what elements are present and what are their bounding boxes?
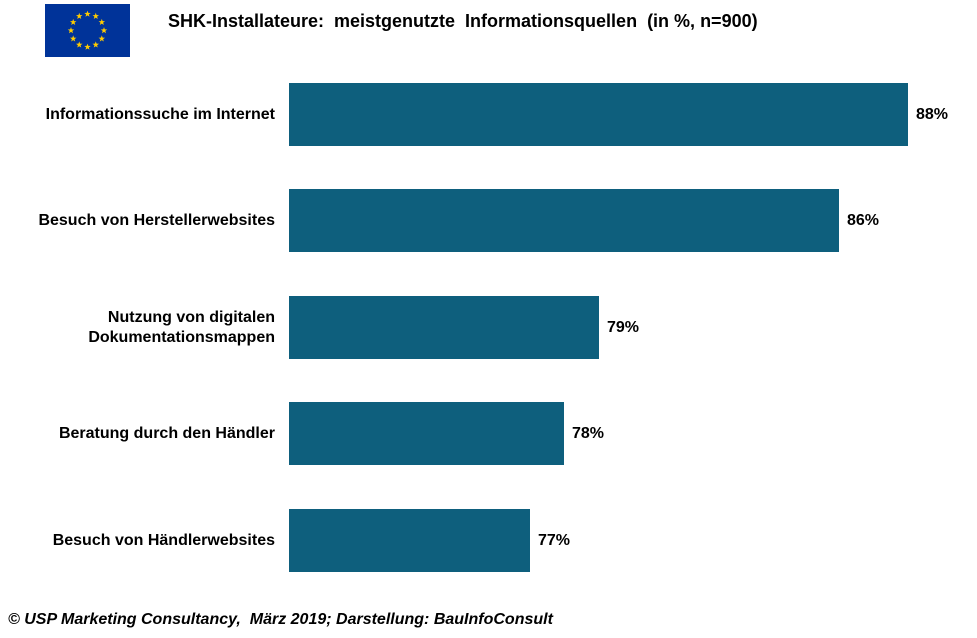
- bar-value-label: 88%: [916, 105, 949, 123]
- bar: [289, 402, 564, 465]
- category-label: Informationssuche im Internet: [45, 105, 275, 123]
- chart-title: SHK-Installateure: meistgenutzte Informa…: [168, 11, 758, 31]
- bar-value-label: 78%: [572, 424, 605, 442]
- category-label: Beratung durch den Händler: [58, 424, 275, 442]
- bar: [289, 296, 599, 359]
- category-label: Nutzung von digitalen Dokumentationsmapp…: [88, 308, 275, 346]
- bar: [289, 83, 908, 146]
- bar-row: Informationssuche im Internet 88%: [0, 83, 977, 146]
- bar-row: Nutzung von digitalen Dokumentationsmapp…: [0, 296, 977, 359]
- bar-value-label: 79%: [607, 318, 640, 336]
- bar-value-label: 77%: [538, 531, 571, 549]
- source-attribution: © USP Marketing Consultancy, März 2019; …: [8, 611, 553, 628]
- category-label: Besuch von Händlerwebsites: [52, 531, 275, 549]
- bar-row: Besuch von Herstellerwebsites 86%: [0, 189, 977, 252]
- bar: [289, 509, 530, 572]
- category-label: Besuch von Herstellerwebsites: [38, 211, 275, 229]
- bar-row: Beratung durch den Händler 78%: [0, 402, 977, 465]
- bar-row: Besuch von Händlerwebsites 77%: [0, 509, 977, 572]
- eu-flag-logo: [45, 4, 130, 57]
- bar: [289, 189, 839, 252]
- bar-value-label: 86%: [847, 211, 880, 229]
